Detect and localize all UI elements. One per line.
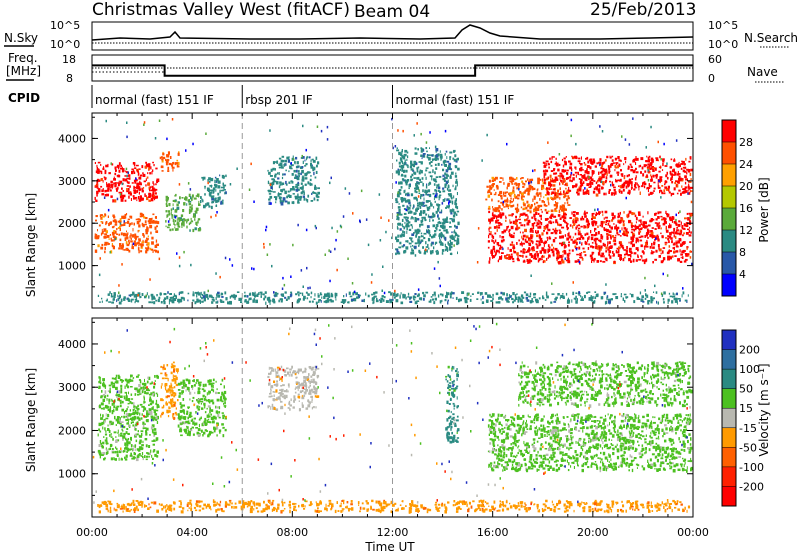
sky-tick-bottom-right: 10^0: [708, 38, 738, 51]
velocity-region-1: [167, 377, 169, 382]
x-axis-label: Time UT: [364, 540, 415, 554]
power-region-7: [535, 225, 538, 227]
colorbar-tick: -200: [739, 480, 764, 493]
x-tick-label: 16:00: [477, 526, 509, 539]
velocity-region-3: [293, 395, 296, 399]
velocity-region-0: [112, 437, 114, 441]
nave-label: Nave: [747, 65, 778, 79]
search-label: N.Search: [744, 31, 798, 45]
sky-tick-top-left: 10^5: [50, 19, 80, 32]
freq-label-1: Freq.: [8, 51, 38, 65]
freq-tick-bottom: 8: [66, 72, 73, 85]
cpid-segment-1: rbsp 201 IF: [245, 93, 312, 107]
time-axis: 00:00 04:00 08:00 12:00 16:00 20:00 00:00: [76, 113, 709, 539]
colorbar-tick: 4: [739, 268, 746, 281]
velocity-region-4: [449, 440, 453, 444]
cpid-segment-0: normal (fast) 151 IF: [95, 93, 214, 107]
x-tick-label: 12:00: [377, 526, 409, 539]
sky-noise-panel: N.Sky 10^5 10^0 10^5 10^0 N.Search: [4, 19, 798, 51]
power-scatter-noise: [98, 117, 693, 298]
power-region-8: [503, 206, 506, 208]
frequency-line: [92, 64, 693, 77]
velocity-region-2: [224, 401, 226, 405]
velocity-panel: 4000 3000 2000 1000 Slant Range [km]: [24, 317, 694, 518]
y-tick-label: 3000: [58, 381, 86, 394]
colorbar-tick: 16: [739, 202, 753, 215]
x-tick-label: 04:00: [176, 526, 208, 539]
y-tick-label: 3000: [58, 175, 86, 188]
date-label: 25/Feb/2013: [590, 0, 696, 20]
y-tick-label: 4000: [58, 132, 86, 145]
colorbar-tick: 20: [739, 180, 753, 193]
velocity-data-layer: [97, 361, 694, 514]
y-tick-label: 1000: [58, 468, 86, 481]
power-region-0: [94, 196, 96, 200]
power-region-4: [211, 189, 214, 192]
cpid-segment-2: normal (fast) 151 IF: [396, 93, 515, 107]
colorbar-tick: 50: [739, 383, 753, 396]
frequency-panel: Freq. [MHz] 18 8 60 0 Nave: [6, 51, 785, 85]
power-data-layer: [94, 147, 693, 305]
power-y-label: Slant Range [km]: [24, 193, 38, 297]
power-panel: 4000 3000 2000 1000 Slant Range [km]: [24, 112, 694, 309]
power-colorbar: 28 24 20 16 12 8 4: [721, 119, 753, 297]
colorbar-tick: 24: [739, 158, 753, 171]
colorbar-tick: 15: [739, 402, 753, 415]
y-tick-label: 2000: [58, 424, 86, 437]
plot-title: Christmas Valley West (fitACF): [92, 0, 350, 20]
power-region-3: [186, 218, 188, 222]
colorbar-tick: 28: [739, 136, 753, 149]
colorbar-tick: 12: [739, 224, 753, 237]
sky-noise-line: [91, 24, 694, 41]
colorbar-tick: 8: [739, 246, 746, 259]
freq-label-2: [MHz]: [6, 64, 41, 78]
sky-tick-top-right: 10^5: [708, 19, 738, 32]
velocity-colorbar: 200 100 50 15 -15 -50 -100 -200: [721, 329, 764, 507]
power-region-6: [447, 198, 450, 201]
sky-tick-bottom-left: 10^0: [50, 38, 80, 51]
y-tick-label: 1000: [58, 260, 86, 273]
colorbar-tick: 200: [739, 344, 760, 357]
power-region-1: [147, 237, 149, 241]
beam-label: Beam 04: [354, 2, 430, 22]
x-tick-label: 20:00: [577, 526, 609, 539]
y-tick-label: 2000: [58, 217, 86, 230]
x-tick-label: 08:00: [276, 526, 308, 539]
cpid-band: CPID normal (fast) 151 IF rbsp 201 IF norm…: [8, 85, 514, 108]
power-region-10: [321, 296, 323, 299]
velocity-y-label: Slant Range [km]: [24, 368, 38, 472]
velocity-scatter-noise: [92, 322, 692, 506]
x-tick-label: 00:00: [677, 526, 709, 539]
power-colorbar-label: Power [dB]: [757, 177, 771, 242]
nave-tick-top: 60: [708, 53, 722, 66]
colorbar-tick: -50: [739, 441, 757, 454]
x-tick-label: 00:00: [76, 526, 108, 539]
colorbar-tick: -100: [739, 461, 764, 474]
cpid-label: CPID: [8, 91, 40, 105]
colorbar-tick: 100: [739, 363, 760, 376]
nave-tick-bottom: 0: [708, 72, 715, 85]
colorbar-tick: -15: [739, 422, 757, 435]
freq-tick-top: 18: [62, 53, 76, 66]
sky-label: N.Sky: [4, 31, 38, 45]
velocity-colorbar-label: Velocity [m s⁻¹]: [757, 363, 771, 456]
y-tick-label: 4000: [58, 338, 86, 351]
